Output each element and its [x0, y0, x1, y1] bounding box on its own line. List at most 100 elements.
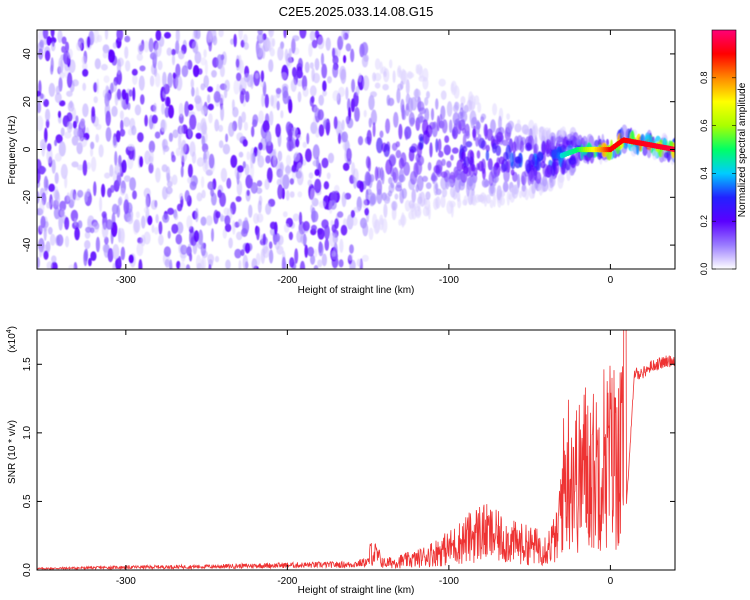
heatmap-cell: [57, 110, 62, 119]
heatmap-cell: [76, 41, 83, 52]
heatmap-cell: [178, 102, 184, 118]
heatmap-cell: [299, 260, 306, 269]
heatmap-cell: [372, 122, 376, 138]
heatmap-cell: [46, 143, 52, 152]
heatmap-cell: [194, 208, 199, 223]
heatmap-cell: [187, 59, 193, 70]
heatmap-cell: [90, 156, 97, 172]
heatmap-cell: [398, 219, 402, 226]
heatmap-cell: [376, 137, 383, 154]
heatmap-cell: [398, 174, 406, 183]
heatmap-cell: [551, 149, 559, 160]
heatmap-cell: [37, 102, 42, 114]
heatmap-cell: [101, 183, 106, 198]
heatmap-cell: [581, 135, 588, 148]
heatmap-cell: [388, 190, 393, 197]
heatmap-cell: [361, 42, 369, 56]
heatmap-cell: [294, 248, 299, 264]
heatmap-cell: [277, 184, 284, 200]
heatmap-cell: [214, 255, 220, 263]
heatmap-cell: [480, 116, 485, 123]
heatmap-cell: [354, 107, 360, 122]
heatmap-cell: [188, 126, 192, 139]
heatmap-cell: [118, 227, 125, 243]
heatmap-cell: [531, 182, 536, 195]
heatmap-cell: [171, 174, 178, 186]
heatmap-cell: [120, 119, 124, 131]
heatmap-cell: [43, 175, 49, 192]
heatmap-cell: [516, 173, 521, 189]
heatmap-cell: [258, 110, 264, 124]
heatmap-cell: [473, 167, 478, 177]
heatmap-cell: [362, 75, 370, 91]
heatmap-cell: [393, 111, 399, 128]
heatmap-cell: [54, 152, 62, 162]
heatmap-cell: [167, 72, 173, 88]
heatmap-cell: [397, 65, 402, 74]
heatmap-cell: [51, 159, 56, 174]
heatmap-cell: [325, 37, 331, 51]
heatmap-cell: [175, 234, 183, 245]
heatmap-cell: [40, 93, 44, 100]
heatmap-cell: [296, 170, 304, 186]
snr-x-ticks: -300 -200 -100 0: [116, 330, 614, 587]
heatmap-cell: [338, 259, 344, 268]
heatmap-cell: [400, 80, 404, 90]
heatmap-cell: [260, 70, 265, 83]
heatmap-cell: [498, 156, 505, 165]
heatmap-cell: [201, 189, 206, 199]
heatmap-cell: [400, 98, 405, 114]
heatmap-cell: [85, 226, 92, 233]
heatmap-cell: [137, 132, 144, 143]
heatmap-cell: [383, 195, 391, 204]
heatmap-cell: [489, 199, 494, 209]
heatmap-cell: [425, 124, 433, 138]
heatmap-cell: [406, 71, 413, 80]
heatmap-cell: [405, 93, 411, 106]
heatmap-cell: [373, 219, 380, 235]
heatmap-cell: [124, 46, 129, 59]
y-tick-label: 0: [22, 146, 33, 152]
heatmap-cell: [175, 75, 183, 91]
heatmap-cell: [222, 143, 231, 155]
heatmap-cell: [346, 214, 354, 230]
heatmap-cell: [438, 78, 446, 87]
colorbar-gradient: [712, 30, 736, 269]
heatmap-cell: [451, 147, 459, 154]
heatmap-cell: [39, 39, 44, 48]
heatmap-cell: [353, 206, 361, 213]
heatmap-cell: [430, 108, 435, 121]
heatmap-cell: [90, 141, 95, 150]
heatmap-cell: [46, 147, 53, 164]
heatmap-cell: [324, 238, 330, 251]
heatmap-cell: [230, 154, 238, 168]
heatmap-cell: [119, 110, 124, 120]
heatmap-cell: [123, 175, 131, 183]
heatmap-cell: [155, 167, 161, 183]
heatmap-cell: [555, 136, 563, 143]
heatmap-cell: [473, 95, 480, 106]
heatmap-cell: [207, 181, 214, 191]
x-tick-label: 0: [608, 275, 614, 286]
heatmap-cell: [171, 54, 176, 66]
heatmap-cell: [125, 60, 131, 72]
heatmap-cell: [179, 262, 186, 269]
heatmap-cell: [108, 49, 116, 63]
heatmap-cell: [483, 180, 490, 187]
heatmap-cell: [435, 188, 442, 196]
heatmap-cell: [67, 48, 73, 59]
heatmap-cell: [337, 35, 344, 51]
heatmap-cell: [408, 200, 415, 209]
heatmap-cell: [51, 255, 57, 263]
heatmap-cell: [171, 154, 176, 163]
heatmap-cell: [427, 162, 432, 171]
heatmap-cell: [136, 53, 143, 61]
heatmap-cell: [304, 244, 309, 258]
heatmap-cell: [50, 64, 54, 75]
heatmap-cell: [207, 86, 214, 93]
heatmap-cell: [341, 131, 349, 143]
heatmap-cell: [314, 169, 320, 176]
snr-y-scale-exponent: 4: [6, 329, 13, 333]
heatmap-cell: [341, 119, 345, 131]
